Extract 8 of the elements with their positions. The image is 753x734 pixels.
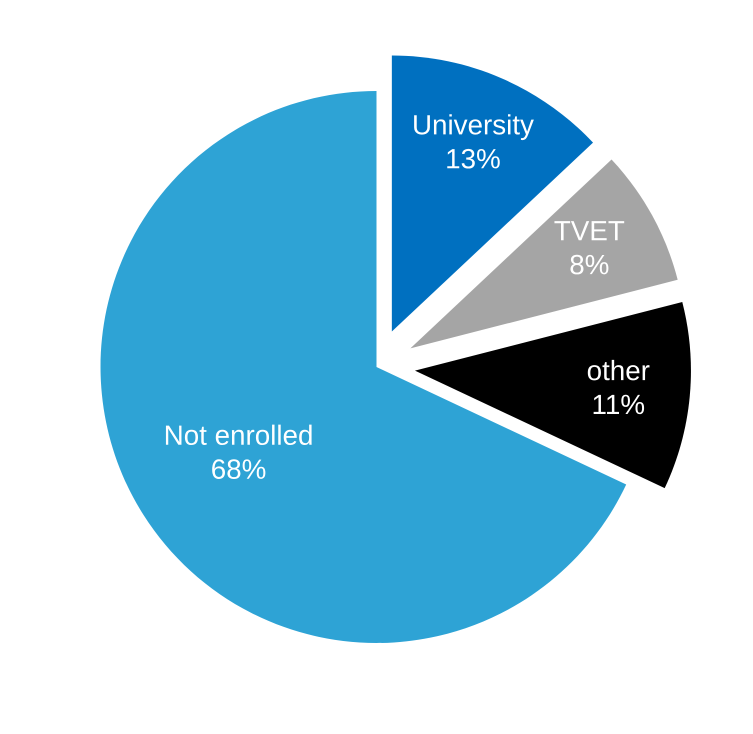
slice-label: other (588, 360, 650, 380)
slice-label: TVET (554, 221, 624, 240)
data-label: 13% (447, 148, 500, 169)
slice-label: Not enrolled (166, 424, 312, 446)
data-label: 11% (594, 394, 644, 414)
data-label: 8% (570, 254, 608, 274)
slice-label: University (414, 114, 534, 140)
data-label: 68% (212, 459, 266, 479)
